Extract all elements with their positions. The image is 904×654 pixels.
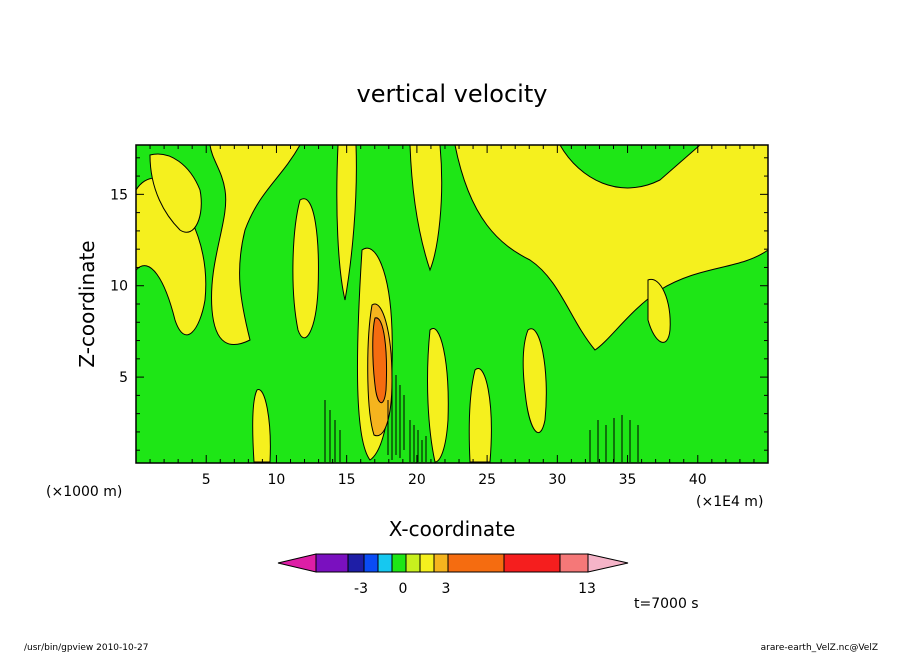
x-tick-label: 25 bbox=[478, 472, 496, 488]
colorbar-labels: -3 0 3 13 bbox=[354, 581, 596, 597]
colorbar-swatch bbox=[391, 553, 407, 573]
contour-region bbox=[209, 144, 301, 345]
colorbar-swatch bbox=[363, 553, 379, 573]
y-axis: 5 10 15 bbox=[110, 157, 768, 451]
y-tick-label: 5 bbox=[119, 370, 128, 386]
x-tick-label: 40 bbox=[689, 472, 707, 488]
colorbar-label: 13 bbox=[578, 581, 596, 597]
contour-region bbox=[149, 153, 202, 233]
plot-area: 5 10 15 20 25 30 35 40 5 10 15 bbox=[110, 144, 769, 488]
colorbar-arrow-left bbox=[277, 553, 317, 573]
colorbar-label: 3 bbox=[442, 581, 451, 597]
x-axis: 5 10 15 20 25 30 35 40 bbox=[149, 145, 755, 488]
colorbar-swatch bbox=[503, 553, 561, 573]
colorbar-swatch bbox=[559, 553, 589, 573]
colorbar-arrow-right bbox=[587, 553, 629, 573]
x-tick-label: 5 bbox=[202, 472, 211, 488]
x-tick-label: 20 bbox=[408, 472, 426, 488]
x-tick-label: 10 bbox=[268, 472, 286, 488]
colorbar-swatch bbox=[315, 553, 349, 573]
colorbar bbox=[277, 553, 629, 573]
chart-title: vertical velocity bbox=[357, 80, 548, 108]
y-tick-label: 15 bbox=[110, 187, 128, 203]
x-scale-note-right: (×1E4 m) bbox=[696, 494, 763, 510]
colorbar-label: 0 bbox=[399, 581, 408, 597]
x-tick-label: 15 bbox=[338, 472, 356, 488]
x-scale-note-left: (×1000 m) bbox=[46, 484, 122, 500]
contour-region bbox=[468, 367, 492, 463]
contour-region bbox=[522, 328, 547, 434]
contour-field bbox=[135, 144, 769, 463]
colorbar-swatch bbox=[405, 553, 421, 573]
colorbar-swatch bbox=[433, 553, 449, 573]
contour-region bbox=[454, 144, 769, 351]
footer-right: arare-earth_VelZ.nc@VelZ bbox=[761, 643, 878, 653]
contour-region bbox=[372, 317, 387, 403]
x-tick-label: 30 bbox=[548, 472, 566, 488]
contour-region bbox=[409, 144, 443, 272]
colorbar-swatch bbox=[447, 553, 505, 573]
footer-left: /usr/bin/gpview 2010-10-27 bbox=[24, 643, 148, 653]
colorbar-swatch bbox=[377, 553, 393, 573]
contour-region bbox=[292, 198, 319, 339]
contour-region bbox=[647, 278, 671, 343]
y-axis-label: Z-coordinate bbox=[75, 240, 99, 367]
contour-region bbox=[427, 327, 449, 463]
contour-region bbox=[336, 144, 357, 301]
time-label: t=7000 s bbox=[634, 596, 699, 612]
colorbar-label: -3 bbox=[354, 581, 368, 597]
colorbar-swatch bbox=[419, 553, 435, 573]
x-tick-label: 35 bbox=[619, 472, 637, 488]
turbulent-contours bbox=[324, 375, 639, 462]
colorbar-swatch bbox=[347, 553, 365, 573]
y-tick-label: 10 bbox=[110, 279, 128, 295]
x-axis-label: X-coordinate bbox=[389, 517, 516, 541]
contour-region bbox=[252, 389, 271, 463]
